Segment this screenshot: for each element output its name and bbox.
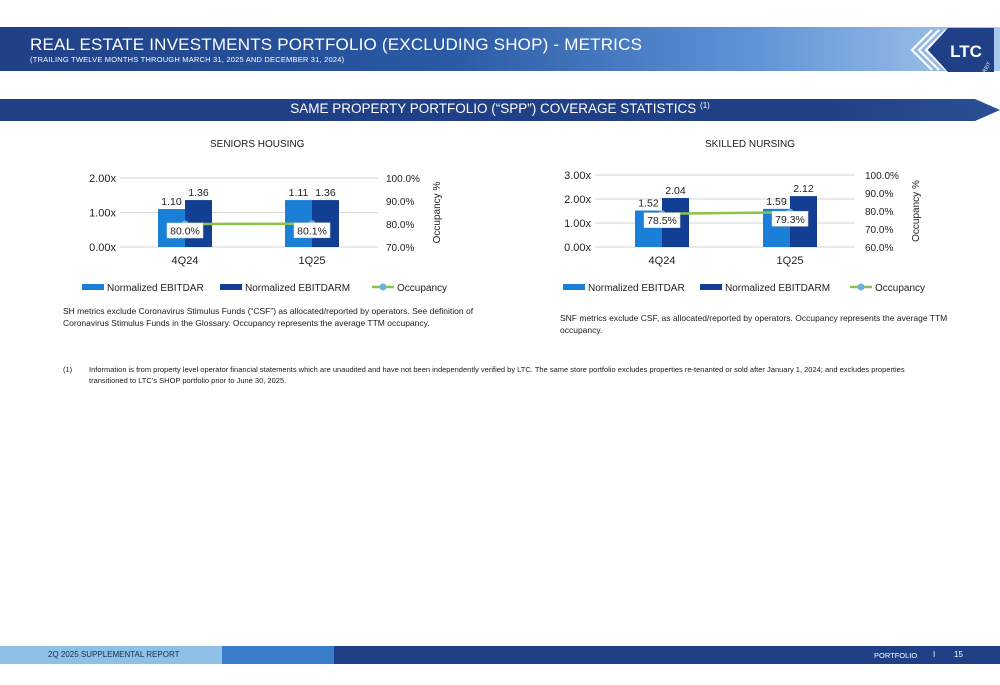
legend-label: Occupancy bbox=[875, 283, 925, 294]
x-tick-label: 4Q24 bbox=[649, 255, 676, 267]
footer-bar-left bbox=[0, 646, 222, 664]
y2-tick-label: 100.0% bbox=[865, 171, 899, 182]
snf-note: SNF metrics exclude CSF, as allocated/re… bbox=[560, 313, 948, 335]
y2-axis-label: Occupancy % bbox=[432, 182, 443, 244]
page-subtitle: (TRAILING TWELVE MONTHS THROUGH MARCH 31… bbox=[30, 55, 345, 64]
legend-swatch-marker bbox=[379, 283, 387, 291]
section-banner bbox=[0, 99, 1000, 121]
x-tick-label: 1Q25 bbox=[299, 255, 326, 267]
occupancy-value-label: 80.0% bbox=[170, 226, 200, 238]
y-tick-label: 2.00x bbox=[564, 194, 591, 206]
section-banner-title: SAME PROPERTY PORTFOLIO (“SPP”) COVERAGE… bbox=[0, 101, 1000, 116]
footer-report-name: 2Q 2025 SUPPLEMENTAL REPORT bbox=[48, 650, 180, 659]
footer-bar-mid bbox=[222, 646, 334, 664]
legend-label: Normalized EBITDAR bbox=[107, 283, 204, 294]
occupancy-label-box bbox=[166, 222, 204, 239]
header-band bbox=[0, 27, 1000, 71]
y2-tick-label: 90.0% bbox=[386, 197, 414, 208]
y-tick-label: 0.00x bbox=[89, 242, 116, 254]
banner-label: SAME PROPERTY PORTFOLIO (“SPP”) COVERAGE… bbox=[290, 101, 697, 116]
y-tick-label: 1.00x bbox=[89, 208, 116, 220]
footer-bar-right bbox=[334, 646, 1000, 664]
bar-value-label: 1.10 bbox=[161, 196, 182, 208]
y-tick-label: 0.00x bbox=[564, 242, 591, 254]
bar-value-label: 2.04 bbox=[665, 185, 686, 197]
bar-value-label: 1.36 bbox=[188, 187, 209, 199]
occupancy-label-box bbox=[643, 212, 681, 229]
y2-tick-label: 90.0% bbox=[865, 189, 893, 200]
x-tick-label: 1Q25 bbox=[777, 255, 804, 267]
bar-value-label: 1.52 bbox=[638, 198, 659, 210]
y-tick-label: 1.00x bbox=[564, 218, 591, 230]
occupancy-value-label: 79.3% bbox=[775, 214, 805, 226]
footnote: Information is from property level opera… bbox=[89, 365, 905, 385]
legend-label: Normalized EBITDAR bbox=[588, 283, 685, 294]
footer-separator: I bbox=[933, 650, 936, 659]
footnote-number: (1) bbox=[63, 365, 73, 374]
logo-text: LTC bbox=[950, 42, 982, 61]
legend-label: Normalized EBITDARM bbox=[245, 283, 350, 294]
page-title: REAL ESTATE INVESTMENTS PORTFOLIO (EXCLU… bbox=[30, 35, 643, 54]
y2-tick-label: 70.0% bbox=[865, 225, 893, 236]
legend-swatch bbox=[563, 284, 585, 290]
y2-axis-label: Occupancy % bbox=[911, 180, 922, 242]
bar-value-label: 2.12 bbox=[793, 183, 814, 195]
y2-tick-label: 70.0% bbox=[386, 243, 414, 254]
y2-tick-label: 80.0% bbox=[865, 207, 893, 218]
y-tick-label: 2.00x bbox=[89, 173, 116, 185]
y2-tick-label: 100.0% bbox=[386, 174, 420, 185]
logo-subtext: REIT bbox=[982, 61, 993, 74]
occupancy-label-box bbox=[771, 210, 809, 227]
footer-section-name: PORTFOLIO bbox=[874, 651, 918, 660]
banner-footnote-ref: (1) bbox=[700, 101, 710, 110]
occupancy-value-label: 80.1% bbox=[297, 225, 327, 237]
seniors-housing-chart: 2.00x 1.00x 0.00x 100.0% 90.0% 80.0% 70.0% Occu… bbox=[82, 173, 447, 294]
snf-chart-title: SKILLED NURSING bbox=[705, 139, 796, 150]
legend-swatch-marker bbox=[857, 283, 865, 291]
bar-value-label: 1.11 bbox=[289, 187, 309, 199]
y2-tick-label: 60.0% bbox=[865, 243, 893, 254]
legend-swatch bbox=[700, 284, 722, 290]
bar-value-label: 1.36 bbox=[315, 187, 336, 199]
occupancy-line bbox=[661, 211, 791, 215]
y2-tick-label: 80.0% bbox=[386, 220, 414, 231]
ltc-logo: LTC REIT bbox=[910, 28, 994, 74]
sh-chart-title: SENIORS HOUSING bbox=[210, 139, 305, 150]
occupancy-label-box bbox=[293, 222, 331, 239]
skilled-nursing-chart: 3.00x 2.00x 1.00x 0.00x 100.0% 90.0% 80.0% 70.0… bbox=[563, 170, 925, 294]
page-number: 15 bbox=[954, 650, 963, 659]
x-tick-label: 4Q24 bbox=[172, 255, 199, 267]
y-tick-label: 3.00x bbox=[564, 170, 591, 182]
bar-value-label: 1.59 bbox=[766, 196, 787, 208]
legend-swatch bbox=[82, 284, 104, 290]
legend-label: Occupancy bbox=[397, 283, 447, 294]
occupancy-value-label: 78.5% bbox=[647, 215, 677, 227]
legend-label: Normalized EBITDARM bbox=[725, 283, 830, 294]
sh-note: SH metrics exclude Coronavirus Stimulus … bbox=[63, 306, 474, 328]
legend-swatch bbox=[220, 284, 242, 290]
